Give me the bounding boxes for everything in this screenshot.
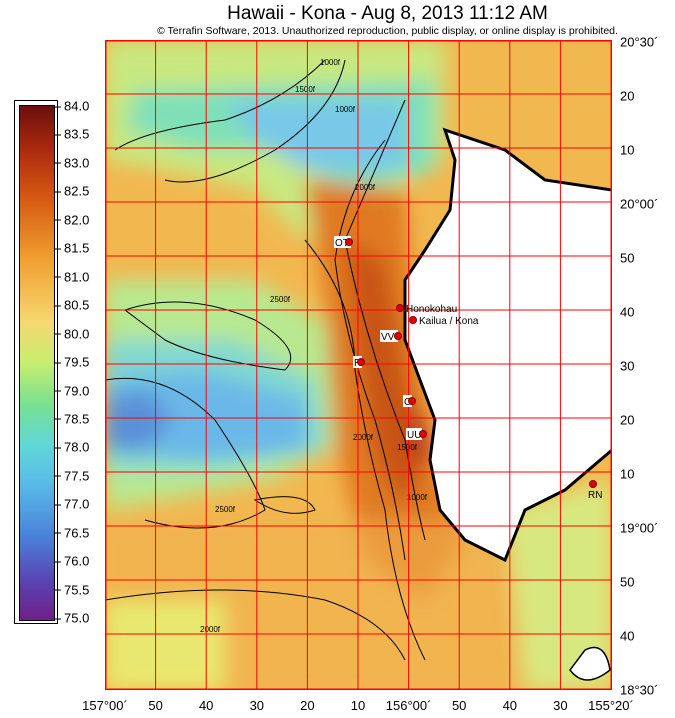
colorbar-tick-label: 82.5 <box>54 183 90 199</box>
colorbar-tick-label: 82.0 <box>54 212 90 228</box>
svg-text:UU: UU <box>407 430 421 441</box>
svg-text:C: C <box>404 397 411 408</box>
latitude-label: 30 <box>620 358 635 374</box>
marker-UU[interactable]: UU <box>406 428 427 441</box>
contour-label: 2500f <box>215 505 236 514</box>
contour-label: 1000f <box>335 105 356 114</box>
port-honokohau[interactable]: Honokohau <box>396 304 458 315</box>
colorbar-tick-label: 81.5 <box>54 240 90 256</box>
latitude-label: 10 <box>620 466 635 482</box>
longitude-label: 20 <box>300 698 315 713</box>
colorbar-tick-label: 75.0 <box>54 610 90 626</box>
longitude-label: 40 <box>198 698 214 713</box>
marker-C[interactable]: C <box>403 395 416 408</box>
colorbar-tick-label: 78.0 <box>54 439 90 455</box>
colorbar-tick-label: 79.0 <box>54 383 90 398</box>
latitude-label: 20°00´ <box>620 196 659 212</box>
map-title: Hawaii - Kona - Aug 8, 2013 11:12 AM <box>227 3 548 24</box>
marker-R[interactable]: R <box>353 356 365 369</box>
colorbar-tick-label: 83.5 <box>54 126 90 142</box>
svg-text:OT: OT <box>335 238 349 249</box>
longitude-label: 156°00´ <box>385 698 432 713</box>
marker-OT[interactable]: OT <box>334 236 353 249</box>
svg-text:RN: RN <box>588 490 602 501</box>
longitude-label: 30 <box>249 698 265 713</box>
latitude-label: 10 <box>620 142 635 158</box>
latitude-label: 19°00´ <box>620 520 659 536</box>
latitude-label: 50 <box>620 574 635 590</box>
colorbar-tick-label: 78.5 <box>54 411 90 427</box>
colorbar-tick-label: 84.0 <box>54 98 90 114</box>
marker-VV[interactable]: VV <box>380 330 402 343</box>
longitude-label: 40 <box>502 698 518 713</box>
colorbar-tick-label: 83.0 <box>54 155 90 171</box>
colorbar-tick-label: 79.5 <box>54 354 90 370</box>
marker-RN[interactable]: RN <box>588 480 602 502</box>
svg-text:Kailua / Kona: Kailua / Kona <box>419 316 479 327</box>
contour-label: 2000f <box>355 183 376 192</box>
contour-label: 1000f <box>407 493 428 502</box>
colorbar-tick-label: 77.5 <box>54 468 90 484</box>
contour-label: 2000f <box>200 625 221 634</box>
longitude-label: 10 <box>350 698 366 713</box>
longitude-label: 155°20´ <box>588 698 634 713</box>
svg-text:VV: VV <box>381 332 395 343</box>
colorbar-tick-label: 80.0 <box>54 326 90 342</box>
contour-label: 2500f <box>270 295 291 304</box>
colorbar-tick-label: 75.5 <box>54 582 90 598</box>
sst-map[interactable]: 1000f 1500f 1000f 2000f 2500f 2000f 1000… <box>105 40 612 690</box>
port-kailua-kona[interactable]: Kailua / Kona <box>409 316 479 327</box>
colorbar-tick-label: 80.5 <box>54 297 90 313</box>
temperature-colorbar <box>14 100 58 624</box>
colorbar-tick-label: 76.0 <box>54 553 90 569</box>
svg-text:Honokohau: Honokohau <box>406 304 457 315</box>
latitude-label: 18°30´ <box>620 682 659 698</box>
longitude-label: 157°00´ <box>82 698 128 713</box>
colorbar-tick-label: 81.0 <box>54 269 90 285</box>
colorbar-gradient <box>19 105 55 621</box>
longitude-label: 30 <box>553 698 568 713</box>
depth-contours <box>105 59 426 661</box>
colorbar-tick-label: 76.5 <box>54 525 90 541</box>
contour-label: 1500f <box>295 85 316 94</box>
latitude-label: 20 <box>620 88 635 104</box>
latitude-label: 40 <box>620 628 635 644</box>
latitude-label: 50 <box>620 250 635 266</box>
contour-label: 1000f <box>320 58 341 67</box>
contour-label: 2000f <box>353 433 374 442</box>
longitude-label: 50 <box>451 698 467 713</box>
sst-field: 1000f 1500f 1000f 2000f 2500f 2000f 1000… <box>105 40 612 690</box>
lat-lon-grid <box>105 40 612 690</box>
copyright-notice: © Terrafin Software, 2013. Unauthorized … <box>157 25 618 37</box>
latitude-label: 40 <box>620 304 635 320</box>
colorbar-tick-label: 77.0 <box>54 496 90 512</box>
latitude-label: 20 <box>620 412 635 428</box>
latitude-label: 20°30´ <box>620 34 659 50</box>
longitude-label: 50 <box>148 698 163 713</box>
contour-label: 1500f <box>397 443 418 452</box>
